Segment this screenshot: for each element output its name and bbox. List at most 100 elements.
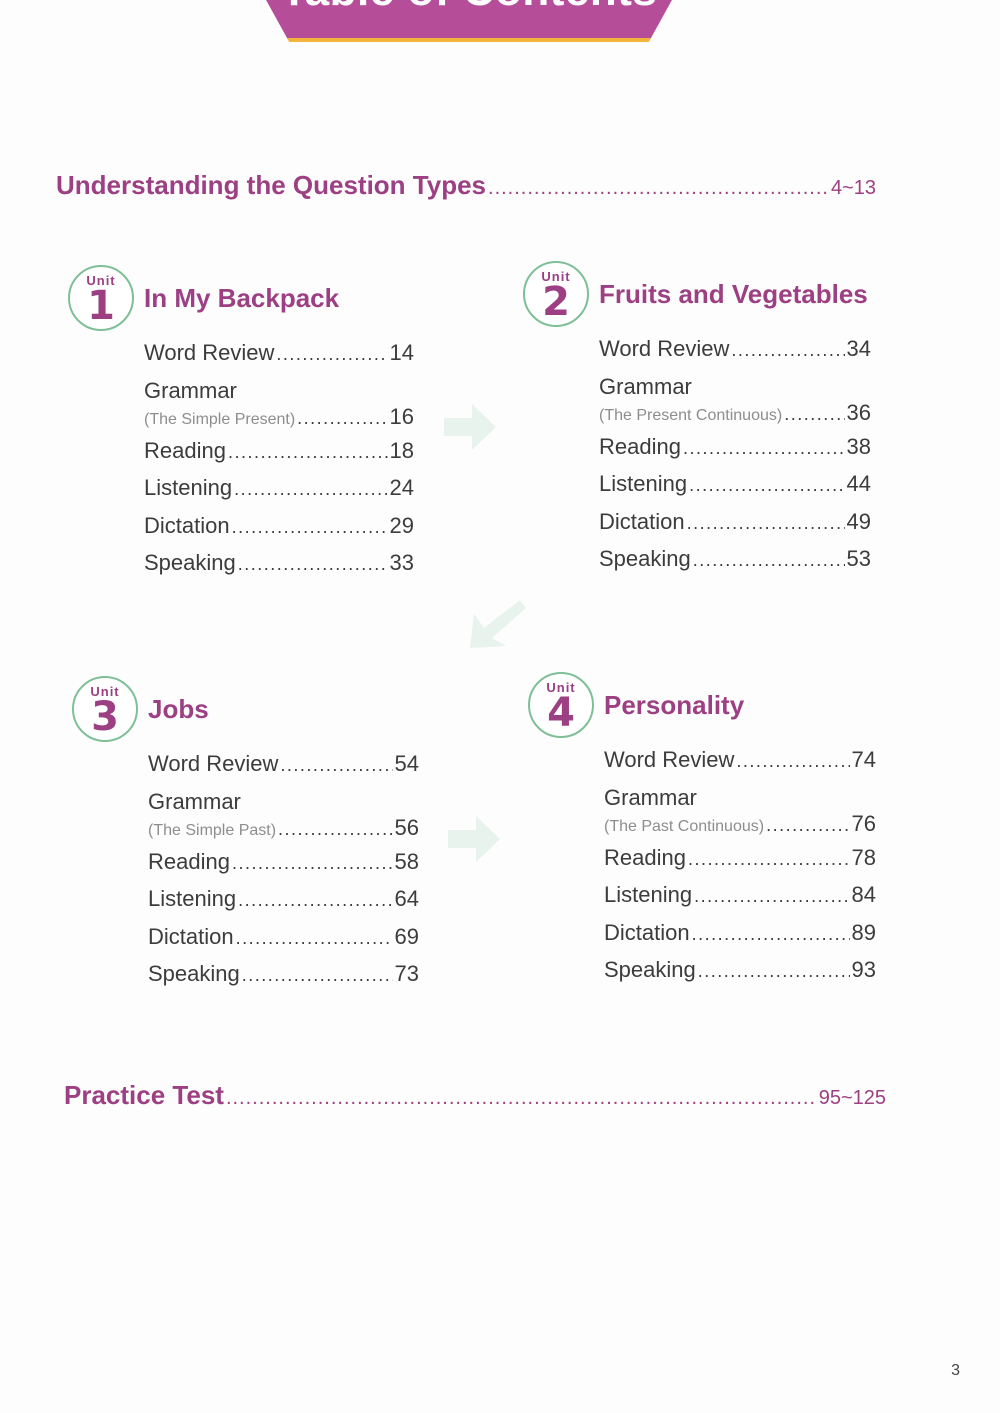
leader-dots: ........................................… — [736, 751, 849, 771]
toc-entry-page: 76 — [851, 810, 876, 836]
toc-entry-name: Reading — [604, 844, 686, 870]
unit-entries: Word Review.............................… — [604, 747, 876, 995]
toc-entry[interactable]: Word Review.............................… — [604, 747, 876, 785]
toc-entry-page: 93 — [851, 957, 876, 982]
toc-entry-name: Dictation — [144, 512, 230, 538]
page-number: 3 — [951, 1362, 960, 1379]
unit-number: 4 — [547, 690, 575, 736]
toc-entry[interactable]: (The Simple Past).......................… — [148, 815, 419, 849]
toc-entry[interactable]: (The Present Continuous)................… — [599, 400, 871, 434]
toc-entry-name: Speaking — [148, 961, 240, 986]
toc-entry-subtitle: (The Simple Past) — [148, 821, 277, 839]
title-banner: Table of Contents — [255, 0, 683, 42]
unit-1-block: Unit 1 In My Backpack Word Review..........… — [68, 262, 414, 588]
toc-entry-name: Grammar — [148, 788, 241, 814]
leader-dots: ........................................… — [231, 852, 393, 873]
toc-entry[interactable]: Dictation...............................… — [599, 509, 871, 547]
unit-entries: Word Review.............................… — [599, 336, 871, 584]
unit-title: In My Backpack — [144, 282, 340, 313]
leader-dots: ........................................… — [235, 927, 393, 948]
leader-dots: ........................................… — [488, 177, 829, 199]
practice-test-toc-line[interactable]: Practice Test ..........................… — [64, 1080, 886, 1111]
toc-entry[interactable]: Speaking................................… — [148, 961, 419, 999]
toc-entry-page: 44 — [846, 471, 871, 496]
toc-entry-name: Speaking — [604, 957, 696, 982]
toc-entry-subtitle: (The Past Continuous) — [604, 817, 765, 835]
leader-dots: ........................................… — [278, 818, 392, 839]
unit-title: Fruits and Vegetables — [599, 278, 868, 309]
toc-entry[interactable]: Reading.................................… — [148, 849, 419, 887]
leader-dots: ........................................… — [689, 475, 845, 495]
toc-entry-name: Dictation — [148, 923, 234, 949]
unit-title: Jobs — [148, 693, 209, 724]
unit-title: Personality — [604, 689, 745, 720]
toc-entry-name: Word Review — [599, 336, 730, 361]
toc-entry[interactable]: Speaking................................… — [604, 957, 876, 995]
toc-entry[interactable]: Listening...............................… — [144, 475, 414, 513]
toc-entry[interactable]: Listening...............................… — [599, 471, 871, 509]
leader-dots: ........................................… — [687, 848, 850, 869]
toc-entry-page: 33 — [389, 550, 414, 575]
page-title: Table of Contents — [259, 0, 679, 16]
toc-entry[interactable]: Speaking................................… — [599, 546, 871, 584]
toc-entry-page: 89 — [851, 919, 876, 945]
unit-4-block: Unit 4 Personality Word Review.............… — [528, 669, 876, 995]
toc-entry-page: 14 — [389, 340, 414, 365]
toc-entry-name: Reading — [144, 437, 226, 463]
arrow-right-icon — [444, 404, 496, 450]
toc-entry-page: 24 — [389, 475, 414, 500]
leader-dots: ........................................… — [237, 554, 388, 574]
toc-entry-page: 58 — [394, 848, 419, 874]
toc-entry-page: 84 — [851, 882, 876, 907]
leader-dots: ........................................… — [697, 961, 850, 981]
toc-entry[interactable]: Word Review.............................… — [148, 751, 419, 789]
unit-header: Unit 1 In My Backpack — [68, 262, 414, 334]
toc-entry[interactable]: Word Review.............................… — [144, 340, 414, 378]
toc-entry[interactable]: Dictation...............................… — [604, 920, 876, 958]
leader-dots: ........................................… — [731, 340, 844, 360]
unit-badge: Unit 2 — [523, 261, 589, 327]
toc-entry[interactable]: (The Simple Present)....................… — [144, 404, 414, 438]
leader-dots: ........................................… — [241, 965, 393, 985]
toc-entry-page: 54 — [394, 751, 419, 776]
toc-entry-page: 34 — [846, 336, 871, 361]
leader-dots: ........................................… — [234, 479, 387, 499]
leader-dots: ........................................… — [276, 344, 387, 364]
toc-entry[interactable]: Dictation...............................… — [144, 513, 414, 551]
toc-entry-page: 38 — [846, 433, 871, 459]
toc-entry[interactable]: (The Past Continuous)...................… — [604, 811, 876, 845]
toc-entry-page: 64 — [394, 886, 419, 911]
toc-entry-name: Listening — [599, 471, 688, 496]
leader-dots: ........................................… — [686, 512, 845, 533]
toc-entry-page: 74 — [851, 747, 876, 772]
leader-dots: ........................................… — [231, 516, 388, 537]
leader-dots: ........................................… — [225, 1087, 817, 1109]
toc-entry[interactable]: Listening...............................… — [148, 886, 419, 924]
unit-number: 1 — [87, 283, 115, 329]
toc-entry[interactable]: Reading.................................… — [604, 845, 876, 883]
practice-test-pages: 95~125 — [818, 1087, 886, 1109]
toc-entry-page: 53 — [846, 546, 871, 571]
toc-entry-name: Reading — [599, 433, 681, 459]
toc-entry-page: 16 — [389, 403, 414, 429]
leader-dots: ........................................… — [691, 923, 850, 944]
toc-entry[interactable]: Speaking................................… — [144, 550, 414, 588]
toc-entry-name: Word Review — [148, 751, 279, 776]
unit-entries: Word Review.............................… — [148, 751, 419, 999]
toc-entry[interactable]: Reading.................................… — [144, 438, 414, 476]
toc-entry[interactable]: Word Review.............................… — [599, 336, 871, 374]
intro-pages: 4~13 — [830, 177, 876, 199]
toc-entry-name: Speaking — [144, 550, 236, 575]
leader-dots: ........................................… — [280, 755, 392, 775]
toc-entry-name: Dictation — [604, 919, 690, 945]
unit-word: Unit — [546, 680, 576, 695]
toc-entry[interactable]: Reading.................................… — [599, 434, 871, 472]
toc-entry[interactable]: Listening...............................… — [604, 882, 876, 920]
toc-entry-name: Dictation — [599, 508, 685, 534]
toc-entry-page: 29 — [389, 512, 414, 538]
intro-toc-line[interactable]: Understanding the Question Types .......… — [56, 170, 876, 201]
toc-entry[interactable]: Dictation...............................… — [148, 924, 419, 962]
toc-entry-page: 78 — [851, 844, 876, 870]
toc-entry-name: Grammar — [604, 784, 697, 810]
